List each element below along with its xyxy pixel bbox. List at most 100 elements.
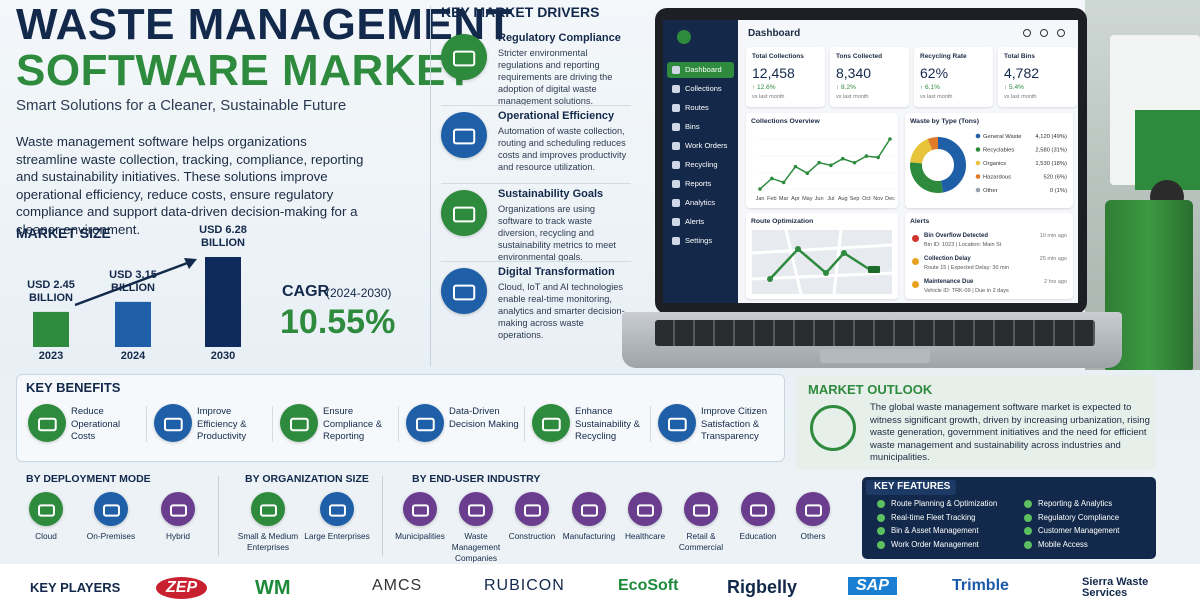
segment-divider: [218, 476, 219, 556]
alert-icon: [912, 258, 919, 265]
segment-divider: [382, 476, 383, 556]
nav-item[interactable]: Recycling: [667, 157, 734, 173]
glyph: [580, 503, 598, 517]
segment-label: Others: [800, 531, 826, 541]
kpi-label: Recycling Rate: [920, 53, 967, 60]
nav-icon: [672, 199, 680, 207]
kpi-value: 4,782: [1004, 65, 1040, 81]
glyph: [636, 503, 654, 517]
segment-label: Small & Medium Enterprises: [237, 531, 299, 552]
nav-icon: [672, 66, 680, 74]
glyph: [452, 284, 476, 301]
benefit-label: Data-Driven Decision Making: [449, 406, 519, 430]
kpi-note: vs last month: [836, 94, 869, 100]
nav-label: Settings: [685, 236, 713, 245]
subtitle: Smart Solutions for a Cleaner, Sustainab…: [16, 97, 347, 114]
divider: [430, 6, 431, 366]
line-point: [852, 160, 857, 165]
sidebar: Dashboard Collections Routes Bins Work Order…: [663, 20, 738, 303]
nav-label: Work Orders: [685, 141, 728, 150]
icon-glyph: [289, 417, 309, 431]
kpi-change: ↑ 5.4%: [1004, 84, 1024, 91]
feature-label: Bin & Asset Management: [891, 526, 979, 535]
x-tick-label: May: [802, 196, 813, 202]
collections-card: Collections Overview Jan Feb Mar Apr May Jun Ju…: [746, 113, 898, 208]
map-road: [751, 243, 893, 255]
segment-heading: BY DEPLOYMENT MODE: [26, 473, 151, 485]
line-point: [817, 160, 821, 165]
line-point: [888, 137, 892, 141]
nav-item[interactable]: Settings: [667, 233, 734, 249]
segment-icon: [515, 492, 549, 526]
nav-item[interactable]: Routes: [667, 100, 734, 116]
segment-label: Waste Management Companies: [451, 531, 501, 563]
nav-item[interactable]: Work Orders: [667, 138, 734, 154]
segment-label: Healthcare: [624, 531, 666, 541]
benefit-icon: [658, 404, 696, 442]
feature-check: [1024, 513, 1032, 522]
segment-icon: [628, 492, 662, 526]
legend-label: Hazardous: [983, 175, 1011, 181]
glyph: [467, 503, 485, 517]
nav-label: Dashboard: [685, 65, 722, 74]
alert-detail: Bin ID: 1023 | Location: Main St: [924, 242, 1002, 248]
kpi-value: 12,458: [752, 65, 795, 81]
glyph: [749, 503, 767, 517]
segment-label: Retail & Commercial: [678, 531, 724, 552]
nav-item[interactable]: Analytics: [667, 195, 734, 211]
route-stop: [823, 270, 829, 276]
x-tick-label: Mar: [779, 196, 789, 202]
nav-item[interactable]: Dashboard: [667, 62, 734, 78]
legend-label: General Waste: [983, 134, 1021, 140]
icon-glyph: [541, 417, 561, 431]
nav-label: Bins: [685, 122, 700, 131]
icon-glyph: [452, 128, 476, 145]
nav-icon: [672, 104, 680, 112]
player-logo: Sierra Waste Services: [1082, 576, 1149, 599]
truck-cab: [1135, 110, 1200, 190]
intro-text: Waste management software helps organiza…: [16, 134, 364, 237]
cagr-label: CAGR: [282, 283, 330, 300]
line-point: [758, 187, 762, 191]
cagr-value: 10.55%: [280, 303, 396, 341]
icon-glyph: [259, 503, 277, 517]
benefit-separator: [650, 406, 651, 442]
nav-item[interactable]: Collections: [667, 81, 734, 97]
glyph: [523, 503, 541, 517]
nav-item[interactable]: Reports: [667, 176, 734, 192]
feature-label: Work Order Management: [891, 539, 979, 549]
alert-title: Bin Overflow Detected: [924, 233, 989, 239]
nav-item[interactable]: Alerts: [667, 214, 734, 230]
glyph: [102, 503, 120, 517]
icon-glyph: [804, 503, 822, 517]
line-point: [770, 176, 774, 181]
glyph: [452, 50, 476, 67]
legend-swatch: [975, 147, 981, 152]
glyph: [37, 503, 55, 517]
map-road: [751, 271, 893, 281]
header-icon[interactable]: [1057, 29, 1065, 37]
trend-arrow-head: [184, 258, 197, 269]
nav-item[interactable]: Bins: [667, 119, 734, 135]
value-label: 2,580 (31%): [1035, 148, 1067, 154]
bar: [205, 257, 241, 347]
benefit-separator: [146, 406, 147, 442]
route-map: [751, 229, 893, 295]
segment-icon: [29, 492, 63, 526]
nav-icon: [672, 218, 680, 226]
header-icon[interactable]: [1023, 29, 1031, 37]
benefit-separator: [524, 406, 525, 442]
driver-title: Sustainability Goals: [498, 188, 604, 200]
icon-glyph: [169, 503, 187, 517]
segment-icon: [572, 492, 606, 526]
map-road: [784, 229, 803, 295]
icon-glyph: [452, 206, 476, 223]
header-icon[interactable]: [1040, 29, 1048, 37]
segment-label: Large Enterprises: [304, 531, 370, 541]
glyph: [415, 417, 435, 431]
segment-heading: BY ORGANIZATION SIZE: [245, 473, 369, 485]
nav-label: Recycling: [685, 160, 718, 169]
feature-check: [1024, 540, 1032, 549]
value-label: 4,120 (49%): [1035, 134, 1067, 140]
